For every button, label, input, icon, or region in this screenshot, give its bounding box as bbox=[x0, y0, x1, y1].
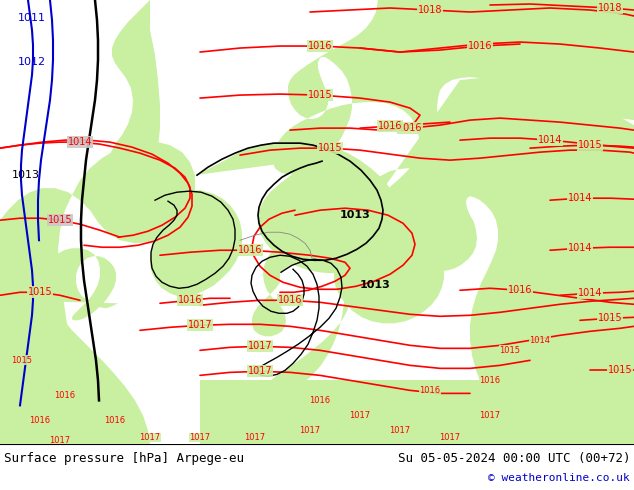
Text: 1014: 1014 bbox=[568, 193, 592, 203]
Text: 1015: 1015 bbox=[598, 313, 623, 323]
Text: 1014: 1014 bbox=[529, 336, 550, 345]
Text: 1014: 1014 bbox=[538, 135, 562, 145]
Text: 1016: 1016 bbox=[178, 295, 202, 305]
Text: 1017: 1017 bbox=[188, 320, 212, 330]
Text: 1017: 1017 bbox=[139, 433, 160, 442]
Text: 1016: 1016 bbox=[468, 41, 492, 51]
Polygon shape bbox=[150, 190, 242, 296]
Text: 1017: 1017 bbox=[190, 433, 210, 442]
Text: 1016: 1016 bbox=[278, 295, 302, 305]
Text: 1014: 1014 bbox=[68, 137, 93, 147]
Text: 1013: 1013 bbox=[359, 280, 391, 290]
Text: 1017: 1017 bbox=[299, 426, 321, 435]
Text: 1016: 1016 bbox=[378, 121, 402, 131]
Text: 1016: 1016 bbox=[105, 416, 126, 425]
Text: 1015: 1015 bbox=[318, 143, 342, 153]
Polygon shape bbox=[220, 0, 634, 244]
Text: 1014: 1014 bbox=[568, 243, 592, 253]
Text: 1017: 1017 bbox=[245, 433, 266, 442]
Text: 1015: 1015 bbox=[578, 140, 602, 150]
Text: 1016: 1016 bbox=[307, 41, 332, 51]
Text: Su 05-05-2024 00:00 UTC (00+72): Su 05-05-2024 00:00 UTC (00+72) bbox=[398, 452, 630, 465]
Text: 1017: 1017 bbox=[248, 342, 273, 351]
Text: 1016: 1016 bbox=[309, 396, 330, 405]
Text: 1017: 1017 bbox=[248, 367, 273, 376]
Text: 1018: 1018 bbox=[598, 3, 622, 13]
Polygon shape bbox=[318, 78, 634, 444]
Polygon shape bbox=[0, 248, 150, 444]
Polygon shape bbox=[252, 242, 352, 391]
Text: 1015: 1015 bbox=[11, 356, 32, 365]
Text: 1016: 1016 bbox=[55, 391, 75, 400]
Text: 1017: 1017 bbox=[389, 426, 411, 435]
Text: 1015: 1015 bbox=[607, 366, 632, 375]
Text: 1016: 1016 bbox=[420, 386, 441, 395]
Text: 1015: 1015 bbox=[28, 287, 53, 297]
Polygon shape bbox=[200, 380, 634, 444]
Text: 1016: 1016 bbox=[479, 376, 501, 385]
Polygon shape bbox=[195, 141, 402, 273]
Polygon shape bbox=[334, 236, 444, 323]
Text: 1012: 1012 bbox=[18, 57, 46, 67]
Text: Surface pressure [hPa] Arpege-eu: Surface pressure [hPa] Arpege-eu bbox=[4, 452, 244, 465]
Text: 1015: 1015 bbox=[48, 215, 72, 225]
Text: 1011: 1011 bbox=[18, 13, 46, 23]
Polygon shape bbox=[108, 0, 160, 183]
Text: 1013: 1013 bbox=[12, 170, 40, 180]
Text: 1016: 1016 bbox=[398, 123, 422, 133]
Text: 1016: 1016 bbox=[238, 245, 262, 255]
Text: 1016: 1016 bbox=[508, 285, 533, 295]
Text: 1017: 1017 bbox=[439, 433, 460, 442]
Text: 1016: 1016 bbox=[29, 416, 51, 425]
Text: 1014: 1014 bbox=[578, 288, 602, 298]
Polygon shape bbox=[0, 100, 195, 444]
Text: 1017: 1017 bbox=[349, 411, 370, 420]
Text: 1013: 1013 bbox=[340, 210, 370, 220]
Text: 1017: 1017 bbox=[479, 411, 501, 420]
Text: © weatheronline.co.uk: © weatheronline.co.uk bbox=[488, 473, 630, 483]
Text: 1015: 1015 bbox=[500, 346, 521, 355]
Text: 1015: 1015 bbox=[307, 90, 332, 100]
Text: 1018: 1018 bbox=[418, 5, 443, 15]
Text: 1017: 1017 bbox=[49, 436, 70, 445]
